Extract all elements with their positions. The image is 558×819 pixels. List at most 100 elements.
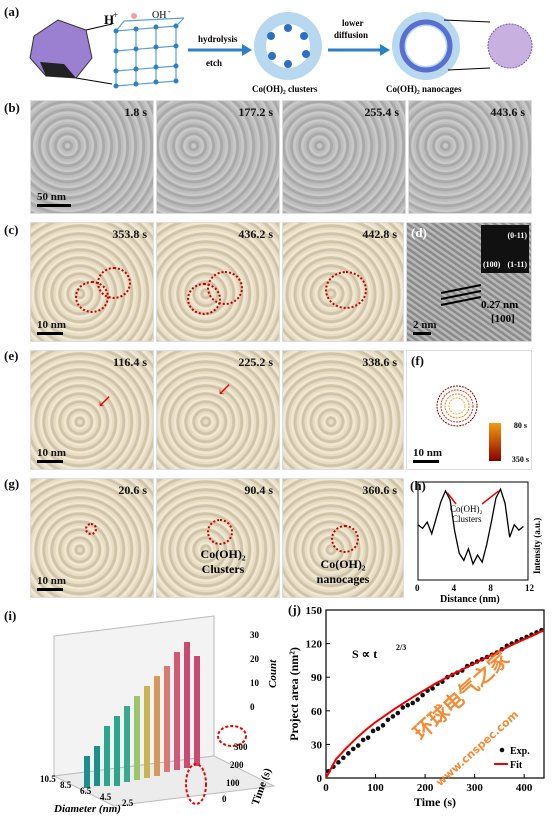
h-xtick: 4 bbox=[452, 583, 457, 593]
j-xtick-label: 400 bbox=[516, 782, 533, 794]
j-ytick-label: 0 bbox=[317, 773, 323, 785]
red-arrow-icon: ↙ bbox=[97, 391, 113, 411]
i-zlabel: Count bbox=[267, 659, 279, 688]
j-exp-point bbox=[410, 700, 416, 706]
j-xlabel: Time (s) bbox=[414, 795, 456, 809]
panel-g-label: (g) bbox=[4, 476, 20, 491]
svg-text:6.5: 6.5 bbox=[80, 786, 92, 796]
arrow1-bottom-text: etch bbox=[206, 58, 222, 68]
nanocages-caption: Co(OH)₂ nanocages bbox=[386, 84, 462, 94]
j-ytick-label: 120 bbox=[306, 639, 323, 651]
cluster-ring bbox=[325, 271, 367, 309]
j-exp-point bbox=[336, 760, 341, 765]
tem-b-4: 443.6 s bbox=[408, 100, 532, 214]
time-label: 90.4 s bbox=[244, 483, 273, 497]
time-label: 225.2 s bbox=[238, 355, 273, 369]
lattice-icon bbox=[113, 17, 185, 89]
tem-e-1: 116.4 s ↙ 10 nm bbox=[30, 350, 154, 470]
panel-b-label: (b) bbox=[4, 100, 20, 115]
scalebar: 2 nm bbox=[413, 319, 437, 335]
j-exp-point bbox=[430, 686, 435, 691]
h-plot-frame bbox=[417, 481, 529, 581]
tem-e-3: 338.6 s bbox=[282, 350, 404, 470]
scalebar: 10 nm bbox=[37, 319, 66, 335]
lattice-fringe-marks bbox=[440, 284, 482, 306]
j-exp-point bbox=[380, 723, 386, 728]
ion-h: H bbox=[104, 12, 114, 27]
h-ylabel: Intensity (a.u.) bbox=[532, 518, 542, 574]
h-intensity-line bbox=[417, 487, 524, 566]
colorbar bbox=[489, 423, 501, 461]
j-legend-marker bbox=[499, 747, 505, 753]
tem-b-2: 177.2 s bbox=[156, 100, 280, 214]
tem-c-2: 436.2 s bbox=[156, 222, 280, 342]
time-label: 1.8 s bbox=[124, 105, 147, 119]
panel-a-label: (a) bbox=[4, 4, 20, 19]
time-label: 436.2 s bbox=[238, 227, 273, 241]
panel-a-schematic: H + OH - hydrolysis etch Co(OH)₂ cluster… bbox=[29, 7, 533, 94]
j-fit-line bbox=[325, 629, 545, 779]
j-exp-point bbox=[390, 714, 396, 719]
cage-3d-icon bbox=[487, 23, 533, 69]
d-spacing: 0.27 nm bbox=[481, 299, 519, 311]
time-label: 255.4 s bbox=[364, 105, 399, 119]
colorbar-bottom: 350 s bbox=[511, 455, 529, 464]
tem-g-3: 360.6 s Co(OH)₂ nanocages bbox=[282, 478, 404, 598]
time-label: 177.2 s bbox=[238, 105, 273, 119]
cluster-ring bbox=[331, 525, 359, 553]
svg-text:10.5: 10.5 bbox=[40, 774, 56, 784]
time-label: 338.6 s bbox=[362, 355, 397, 369]
time-label: 116.4 s bbox=[112, 355, 147, 369]
j-exp-point bbox=[350, 746, 356, 752]
g-note1: Co(OH)₂ Clusters bbox=[200, 547, 246, 576]
j-exp-point bbox=[420, 692, 425, 698]
clusters-icon bbox=[254, 12, 322, 80]
panel-i-label: (i) bbox=[4, 608, 17, 623]
red-arrow-icon: ↙ bbox=[217, 379, 233, 399]
j-formula: S ∝ t bbox=[352, 647, 377, 661]
panel-j-label: (j) bbox=[288, 602, 301, 617]
svg-text:200: 200 bbox=[230, 760, 244, 770]
j-exp-point bbox=[415, 697, 420, 702]
project-area-chart: 0 30 60 90 120 150 0 100 200 300 400 Time (s) Projec… bbox=[287, 605, 545, 809]
h-annotation: Clusters bbox=[452, 514, 482, 524]
tem-c-1: 353.8 s 10 nm bbox=[30, 222, 154, 342]
cluster-ring bbox=[85, 523, 97, 535]
clusters-caption: Co(OH)₂ clusters bbox=[252, 84, 318, 94]
svg-text:4.5: 4.5 bbox=[100, 792, 112, 802]
svg-text:0: 0 bbox=[222, 794, 227, 804]
panel-f-label: (f) bbox=[411, 353, 424, 368]
arrow1-top-text: hydrolysis bbox=[198, 34, 238, 44]
fft-inset: (0-11) (100) (1-11) bbox=[481, 225, 529, 273]
j-exp-point bbox=[355, 743, 361, 748]
cluster-ring bbox=[97, 267, 131, 299]
j-xtick-label: 100 bbox=[367, 782, 384, 794]
tem-e-2: 225.2 s ↙ bbox=[156, 350, 280, 470]
d-plane: [100] bbox=[491, 313, 515, 325]
h-xtick: 0 bbox=[415, 583, 420, 593]
tem-d-hrtem: (d) (0-11) (100) (1-11) 0.27 nm [100] 2 … bbox=[406, 222, 532, 342]
tem-b-3: 255.4 s bbox=[282, 100, 406, 214]
h-xlabel: Distance (nm) bbox=[440, 594, 500, 604]
tem-g-2: 90.4 s Co(OH)₂ Clusters bbox=[156, 478, 280, 598]
j-exp-point bbox=[365, 735, 371, 740]
j-exp-point bbox=[395, 710, 401, 716]
h-xtick: 8 bbox=[488, 583, 493, 593]
j-legend-fit: Fit bbox=[510, 760, 523, 771]
j-exp-point bbox=[385, 717, 391, 723]
g-note2: Co(OH)₂ nanocages bbox=[316, 557, 370, 586]
contour-outlines bbox=[436, 385, 478, 427]
j-formula-exp: 2/3 bbox=[396, 643, 406, 652]
ion-oh: OH bbox=[152, 10, 166, 21]
arrow2-top-text: lower bbox=[342, 18, 364, 28]
scalebar: 50 nm bbox=[37, 191, 71, 207]
scalebar: 10 nm bbox=[37, 447, 66, 463]
time-label: 20.6 s bbox=[118, 483, 147, 497]
h-arrow-right bbox=[481, 490, 500, 505]
j-ytick-label: 90 bbox=[311, 672, 323, 684]
panel-d-label: (d) bbox=[411, 225, 427, 240]
h-annotation: Co(OH)₂ bbox=[450, 504, 483, 514]
histogram-3d: 10.5 8.5 6.5 4.5 2.5 Diameter (nm) 0 100… bbox=[40, 615, 279, 815]
svg-text:0: 0 bbox=[250, 702, 255, 712]
panel-c-label: (c) bbox=[4, 222, 19, 237]
